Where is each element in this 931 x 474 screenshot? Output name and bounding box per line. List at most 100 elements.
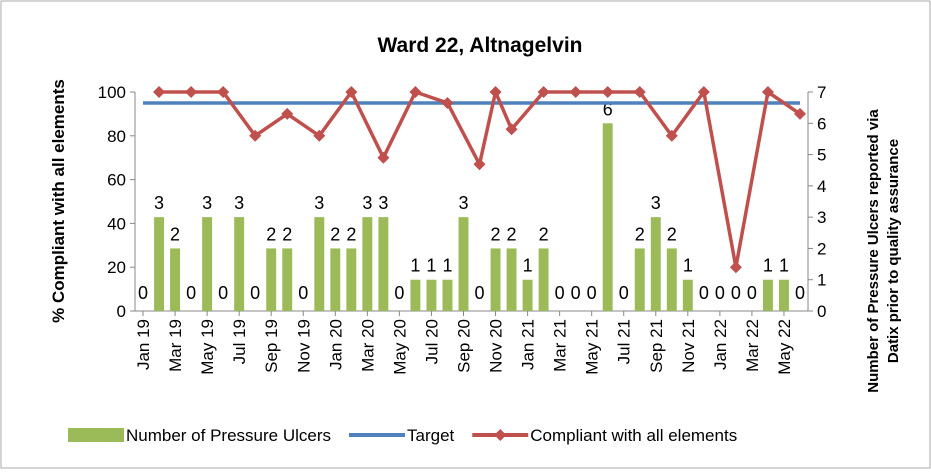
y-tick-label: 0 bbox=[117, 302, 126, 321]
bar bbox=[426, 279, 437, 311]
marker bbox=[249, 129, 262, 142]
data-label: 0 bbox=[731, 283, 741, 303]
marker bbox=[633, 86, 646, 98]
bar bbox=[314, 217, 325, 311]
data-label: 1 bbox=[410, 256, 420, 276]
data-label: 0 bbox=[475, 283, 485, 303]
marker bbox=[441, 96, 454, 109]
data-label: 0 bbox=[699, 283, 709, 303]
bar bbox=[522, 279, 533, 311]
legend-swatch bbox=[68, 428, 124, 442]
marker bbox=[569, 86, 582, 98]
x-tick-label: Mar 21 bbox=[551, 319, 570, 372]
bar bbox=[410, 279, 421, 311]
x-tick-label: Jan 22 bbox=[711, 319, 730, 370]
x-tick-label: Jan 19 bbox=[134, 319, 153, 370]
data-label: 3 bbox=[234, 193, 244, 213]
bar bbox=[682, 279, 693, 311]
line bbox=[159, 86, 801, 268]
x-tick-label: Jan 20 bbox=[326, 319, 345, 370]
bar bbox=[202, 217, 213, 311]
y2-tick-label: 5 bbox=[817, 146, 826, 165]
marker bbox=[217, 86, 230, 98]
bar bbox=[378, 217, 389, 311]
y2-tick-label: 7 bbox=[817, 83, 826, 102]
data-label: 2 bbox=[266, 224, 276, 244]
bar bbox=[266, 248, 277, 311]
bar bbox=[458, 217, 469, 311]
marker bbox=[377, 151, 390, 164]
data-label: 3 bbox=[202, 193, 212, 213]
x-tick-label: Nov 21 bbox=[679, 319, 698, 373]
bar bbox=[762, 279, 773, 311]
x-tick-label: Jan 21 bbox=[519, 319, 538, 370]
bar bbox=[170, 248, 181, 311]
marker bbox=[793, 107, 806, 120]
x-tick-label: Jul 20 bbox=[422, 319, 441, 364]
data-label: 0 bbox=[138, 283, 148, 303]
marker bbox=[473, 158, 486, 171]
data-label: 1 bbox=[426, 256, 436, 276]
data-label: 0 bbox=[186, 283, 196, 303]
data-label: 2 bbox=[539, 224, 549, 244]
data-label: 3 bbox=[154, 193, 164, 213]
y2-tick-label: 4 bbox=[817, 177, 826, 196]
x-tick-label: Nov 19 bbox=[294, 319, 313, 373]
data-label: 0 bbox=[715, 283, 725, 303]
x-tick-label: Jul 19 bbox=[230, 319, 249, 364]
data-label: 0 bbox=[298, 283, 308, 303]
x-tick-label: Sep 21 bbox=[647, 319, 666, 373]
x-tick-label: Mar 22 bbox=[743, 319, 762, 372]
bar bbox=[346, 248, 357, 311]
data-label: 3 bbox=[314, 193, 324, 213]
marker bbox=[729, 261, 742, 274]
bar bbox=[538, 248, 549, 311]
data-label: 1 bbox=[442, 256, 452, 276]
data-label: 3 bbox=[378, 193, 388, 213]
y2-tick-label: 3 bbox=[817, 208, 826, 227]
marker bbox=[345, 86, 358, 98]
x-tick-label: Sep 19 bbox=[262, 319, 281, 373]
x-tick-label: May 19 bbox=[198, 319, 217, 375]
data-label: 3 bbox=[651, 193, 661, 213]
data-label: 1 bbox=[763, 256, 773, 276]
data-label: 1 bbox=[683, 256, 693, 276]
data-label: 0 bbox=[619, 283, 629, 303]
bar bbox=[362, 217, 373, 311]
y2-tick-label: 1 bbox=[817, 271, 826, 290]
data-label: 0 bbox=[555, 283, 565, 303]
x-tick-label: May 20 bbox=[390, 319, 409, 375]
y2-tick-label: 2 bbox=[817, 239, 826, 258]
y-tick-label: 80 bbox=[107, 127, 126, 146]
data-label: 0 bbox=[218, 283, 228, 303]
y2-tick-label: 0 bbox=[817, 302, 826, 321]
x-tick-label: Mar 19 bbox=[166, 319, 185, 372]
bar bbox=[234, 217, 245, 311]
x-tick-label: Sep 20 bbox=[454, 319, 473, 373]
data-label: 3 bbox=[362, 193, 372, 213]
bar bbox=[330, 248, 341, 311]
bar bbox=[490, 248, 501, 311]
data-label: 0 bbox=[587, 283, 597, 303]
chart-title: Ward 22, Altnagelvin bbox=[378, 34, 583, 57]
y2-axis-label: Datix prior to quality assurance bbox=[885, 139, 902, 363]
bar bbox=[442, 279, 453, 311]
bar bbox=[282, 248, 293, 311]
data-label: 2 bbox=[635, 224, 645, 244]
bar bbox=[506, 248, 517, 311]
data-label: 0 bbox=[747, 283, 757, 303]
marker bbox=[153, 86, 166, 98]
legend-label: Number of Pressure Ulcers bbox=[126, 426, 331, 445]
data-label: 2 bbox=[491, 224, 501, 244]
data-label: 0 bbox=[250, 283, 260, 303]
y-tick-label: 60 bbox=[107, 171, 126, 190]
marker bbox=[281, 107, 294, 120]
bar bbox=[666, 248, 677, 311]
bar bbox=[602, 123, 613, 312]
legend-marker bbox=[494, 429, 507, 441]
y-axis-label: % Compliant with all elements bbox=[49, 79, 68, 323]
data-label: 3 bbox=[458, 193, 468, 213]
data-label: 0 bbox=[394, 283, 404, 303]
bar bbox=[154, 217, 165, 311]
data-label: 2 bbox=[507, 224, 517, 244]
